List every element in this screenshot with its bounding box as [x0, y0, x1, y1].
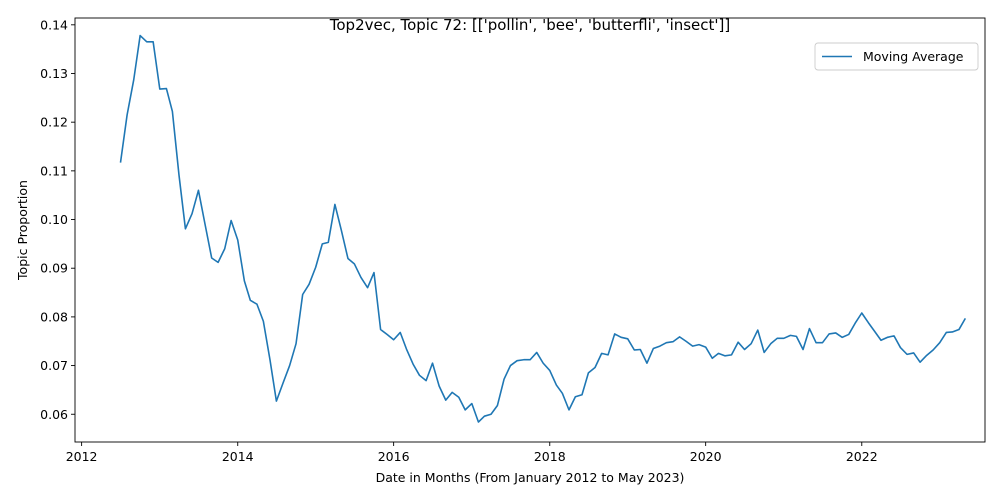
y-tick-label: 0.12: [40, 115, 68, 130]
y-tick-label: 0.14: [40, 17, 68, 32]
legend: Moving Average: [814, 42, 979, 71]
legend-box: [814, 42, 979, 71]
y-axis-label: Topic Proportion: [15, 180, 30, 281]
y-tick-label: 0.13: [40, 66, 68, 81]
x-tick-label: 2022: [846, 449, 878, 464]
x-axis-label: Date in Months (From January 2012 to May…: [376, 470, 685, 485]
y-tick-label: 0.09: [40, 261, 68, 276]
x-tick-label: 2012: [66, 449, 98, 464]
y-tick-label: 0.08: [40, 309, 68, 324]
y-tick-label: 0.07: [40, 358, 68, 373]
x-axis-ticks: 2012 2014 2016 2018 2020 2022: [66, 442, 878, 464]
chart-title: Top2vec, Topic 72: [['pollin', 'bee', 'b…: [329, 16, 731, 34]
legend-label: Moving Average: [863, 49, 964, 64]
series-line-moving-average: [119, 34, 967, 423]
y-tick-label: 0.06: [40, 407, 68, 422]
x-tick-label: 2018: [534, 449, 566, 464]
y-axis-ticks: 0.06 0.07 0.08 0.09 0.10 0.11 0.12 0.13 0.14: [40, 17, 75, 422]
y-tick-label: 0.11: [40, 163, 68, 178]
x-tick-label: 2020: [690, 449, 722, 464]
plot-area-frame: [74, 17, 986, 443]
x-tick-label: 2016: [378, 449, 410, 464]
y-tick-label: 0.10: [40, 212, 68, 227]
x-tick-label: 2014: [222, 449, 254, 464]
